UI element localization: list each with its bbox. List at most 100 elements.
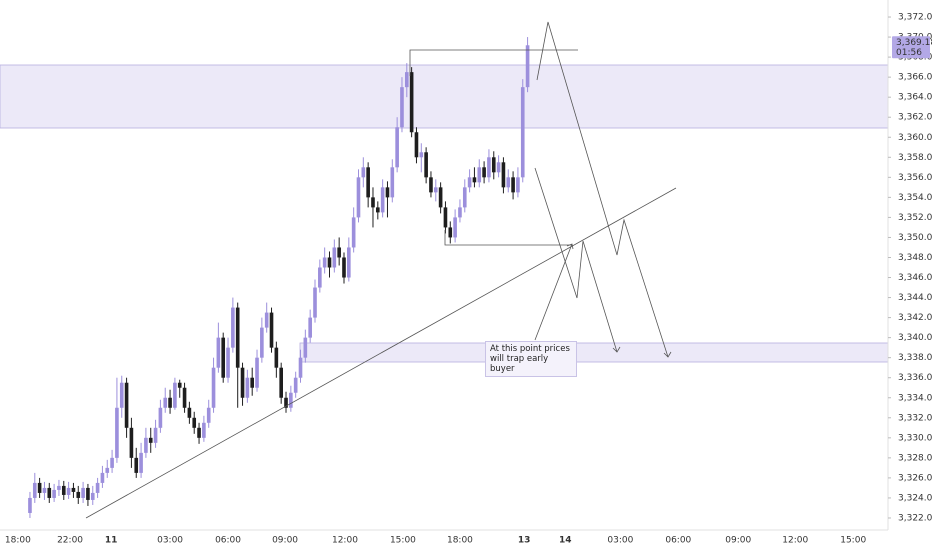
supply-zone [0,64,889,129]
candle-body [269,312,274,348]
candle-body [313,287,317,318]
y-tick-label: 3,326.00 [898,473,932,483]
candle-body [293,377,298,393]
candles [28,37,530,518]
candle-body [361,167,366,178]
candle-body [322,257,327,268]
candle-body [192,417,197,428]
x-tick-label: 14 [559,536,572,546]
candle-body [419,152,424,158]
candle-body [462,187,467,208]
arrow-head [566,243,574,250]
candle-body [86,487,90,500]
y-tick-label: 3,328.00 [898,453,932,463]
candle-body [525,45,530,88]
candle-body [153,427,158,443]
candle-body [298,357,303,378]
candle-body [95,482,100,493]
candle-body [216,337,221,368]
x-tick-label: 12:00 [332,536,358,546]
candle-body [71,487,76,492]
drawings [85,21,677,519]
candle-body [129,427,134,458]
candle-body [235,307,240,368]
y-tick-label: 3,324.00 [898,493,932,503]
candle-body [260,327,264,358]
candle-body [61,485,66,495]
candle-body [342,257,346,278]
y-tick-label: 3,364.00 [898,93,932,103]
candle-body [47,487,52,498]
y-tick-label: 3,330.00 [898,433,932,443]
candle-body [433,187,438,193]
candle-body [443,207,448,228]
candle-body [303,337,308,358]
candle-body [520,87,525,178]
candle-body [385,187,390,198]
annotation: At this point prices will trap early buy… [485,341,577,377]
x-tick-label: 06:00 [665,536,691,546]
y-tick-label: 3,346.00 [898,273,932,283]
y-tick-label: 3,336.00 [898,373,932,383]
candle-body [371,197,375,208]
y-tick-label: 3,322.00 [898,513,932,523]
candle-body [124,382,129,428]
arrow-head [663,351,672,358]
x-tick-label: 09:00 [272,536,298,546]
x-tick-label: 15:00 [840,536,866,546]
x-tick-label: 12:00 [782,536,808,546]
candle-body [173,382,177,408]
candle-body [255,357,259,388]
candle-body [467,177,472,188]
candle-body [458,207,462,218]
projection-path [534,167,618,353]
candle-body [28,497,32,513]
candle-body [221,337,226,378]
countdown-label: 01:56 [896,48,922,58]
high-marker [409,49,578,76]
pointer-line [534,243,573,341]
projection-path [536,21,669,358]
candle-body [187,407,192,418]
candle-body [375,207,380,213]
candle-body [380,187,385,213]
candle-body [308,317,312,338]
candle-body [511,177,515,193]
x-tick-label: 03:00 [157,536,183,546]
y-tick-label: 3,340.00 [898,333,932,343]
x-tick-label: 18:00 [5,536,31,546]
candle-body [516,177,520,193]
candle-body [453,217,457,238]
candle-body [182,387,187,408]
candle-body [134,457,139,473]
candle-body [337,247,341,258]
y-tick-label: 3,352.00 [898,213,932,223]
candle-body [351,217,356,248]
candle-body [245,377,250,398]
candle-body [158,407,163,428]
candle-body [438,187,443,208]
y-tick-label: 3,354.00 [898,193,932,203]
candle-body [76,491,81,498]
candle-body [332,247,337,268]
candle-body [279,367,283,398]
candle-body [347,247,351,278]
x-tick-label: 13 [518,536,531,546]
candle-body [274,347,279,368]
y-tick-label: 3,366.00 [898,73,932,83]
candle-body [66,487,71,495]
candle-body [487,157,491,178]
candle-body [318,267,322,288]
candle-body [105,467,110,473]
candle-body [168,397,172,408]
x-tick-label: 03:00 [607,536,633,546]
candle-body [148,437,153,443]
candle-body [414,132,419,158]
last-price-label: 3,369.18 [896,38,932,48]
candle-body [177,382,182,388]
candle-body [90,492,95,500]
demand-zone [299,342,889,363]
low-marker [444,230,572,246]
candle-body [115,407,119,458]
